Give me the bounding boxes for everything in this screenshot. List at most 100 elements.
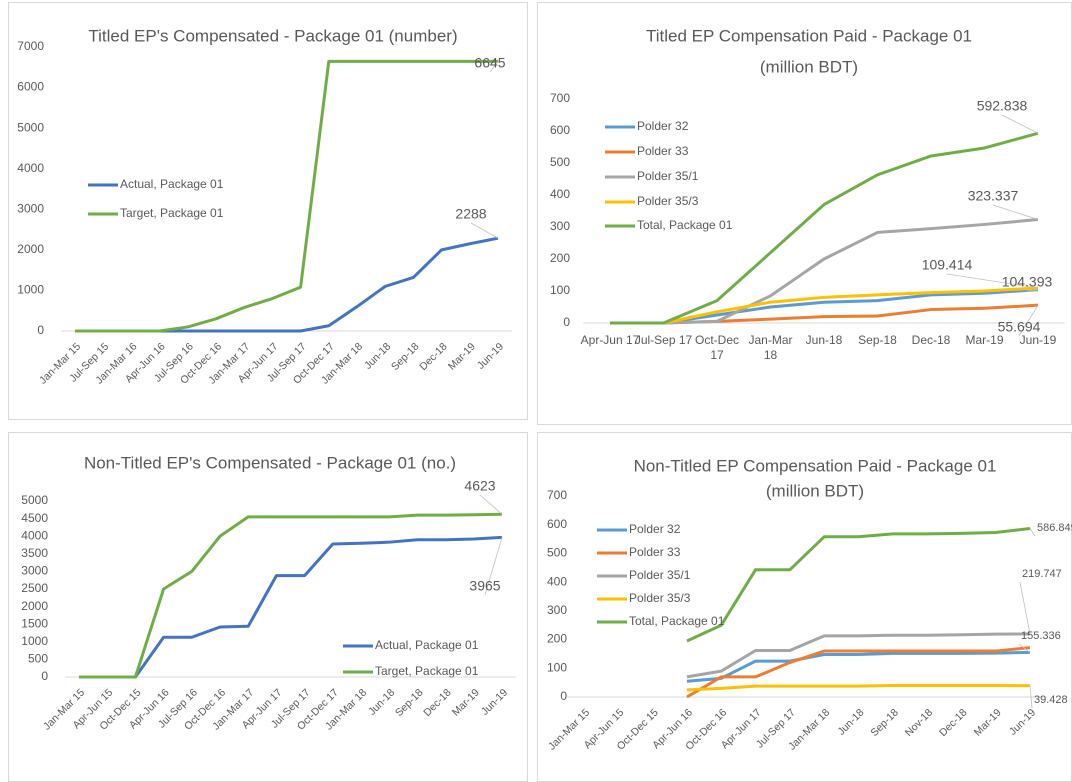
chart: Non-Titled EP's Compensated - Package 01… (8, 432, 528, 782)
chart-frame (8, 2, 528, 420)
legend-label: Actual, Package 01 (375, 638, 479, 652)
x-tick-label: Jun-18 (805, 333, 843, 347)
y-tick-label: 1500 (21, 616, 48, 630)
y-tick-label: 200 (547, 632, 567, 646)
y-tick-label: 4500 (21, 511, 48, 525)
x-tick-label-box: Jun-18 (805, 333, 843, 347)
label-leader (1018, 643, 1031, 653)
y-tick-label: 200 (550, 251, 570, 265)
y-tick-label: 6000 (17, 80, 44, 94)
y-tick-label: 500 (547, 546, 567, 560)
chart: Non-Titled EP Compensation Paid - Packag… (537, 432, 1072, 782)
label-leader (479, 494, 503, 515)
x-tick-label: Sep-18 (858, 333, 897, 347)
data-label: 586.849 (1037, 522, 1072, 534)
y-tick-label: 3000 (17, 201, 44, 215)
chart-frame (537, 2, 1072, 425)
chart-title: Titled EP Compensation Paid - Package 01 (646, 26, 972, 45)
series-line (686, 632, 1031, 679)
legend-label: Polder 35/1 (637, 169, 699, 183)
y-tick-label: 500 (550, 155, 570, 169)
y-tick-label: 1000 (17, 283, 44, 297)
y-tick-label: 0 (563, 315, 570, 329)
y-tick-label: 5000 (17, 120, 44, 134)
data-label: 109.414 (922, 257, 973, 273)
y-tick-label: 700 (550, 91, 570, 105)
y-tick-label: 600 (550, 123, 570, 137)
y-tick-label: 400 (550, 187, 570, 201)
label-leader (489, 61, 499, 73)
legend-label: Total, Package 01 (637, 218, 733, 232)
y-tick-label: 3000 (21, 564, 48, 578)
chart-title: Non-Titled EP's Compensated - Package 01… (84, 453, 456, 472)
y-tick-label: 300 (547, 603, 567, 617)
y-tick-label: 400 (547, 574, 567, 588)
chart-frame (8, 432, 528, 782)
y-tick-label: 600 (547, 517, 567, 531)
chart-title: Titled EP's Compensated - Package 01 (nu… (88, 26, 457, 45)
x-tick-label: Jan-Mar 18 (748, 333, 793, 362)
y-tick-label: 700 (547, 488, 567, 502)
data-label: 219.747 (1022, 568, 1062, 580)
legend-label: Polder 35/3 (629, 591, 691, 605)
y-tick-label: 4000 (21, 528, 48, 542)
y-tick-label: 4000 (17, 161, 44, 175)
y-tick-label: 0 (560, 689, 567, 703)
data-label: 155.336 (1021, 630, 1061, 642)
series-line (686, 684, 1031, 692)
y-tick-label: 1000 (21, 634, 48, 648)
label-leader (1026, 289, 1039, 292)
chart-title: (million BDT) (760, 57, 858, 76)
y-tick-label: 500 (28, 652, 48, 666)
x-tick-label-box: Apr-Jun 17 (580, 333, 640, 347)
y-tick-label: 3500 (21, 546, 48, 560)
data-label: 323.337 (968, 188, 1019, 204)
x-tick-label-box: Jun-19 (1020, 333, 1057, 347)
series-line (79, 512, 503, 679)
legend-label: Polder 33 (629, 545, 681, 559)
legend-label: Polder 35/1 (629, 568, 691, 582)
data-label: 592.838 (977, 98, 1028, 114)
legend-label: Target, Package 01 (120, 206, 224, 220)
data-label: 39.428 (1034, 694, 1068, 706)
data-label: 104.393 (1002, 274, 1053, 290)
x-tick-label-box: Oct-Dec 17 (694, 333, 739, 362)
legend-label: Polder 32 (629, 522, 681, 536)
x-tick-label-box: Sep-18 (858, 333, 897, 347)
y-tick-label: 2500 (21, 581, 48, 595)
y-tick-label: 300 (550, 219, 570, 233)
data-label: 3965 (469, 578, 500, 594)
label-leader (1029, 685, 1033, 709)
x-tick-label-box: Mar-19 (965, 333, 1003, 347)
y-tick-label: 100 (550, 283, 570, 297)
label-leader (1001, 114, 1039, 134)
data-label: 4623 (464, 478, 495, 494)
label-leader (1029, 528, 1036, 537)
x-tick-label: Oct-Dec 17 (694, 333, 739, 362)
series-line (610, 286, 1039, 325)
series-line (610, 218, 1039, 325)
chart: Titled EP's Compensated - Package 01 (nu… (8, 2, 528, 420)
series-line (79, 535, 503, 679)
x-tick-label: Apr-Jun 17 (580, 333, 640, 347)
y-tick-label: 7000 (17, 39, 44, 53)
legend-label: Polder 35/3 (637, 194, 699, 208)
series-line (610, 131, 1039, 325)
chart-title: Non-Titled EP Compensation Paid - Packag… (634, 456, 997, 475)
x-tick-label-box: Jan-Mar 18 (748, 333, 793, 362)
y-tick-label: 0 (41, 669, 48, 683)
legend-label: Polder 32 (637, 119, 689, 133)
label-leader (992, 204, 1039, 220)
series-line (686, 650, 1031, 683)
label-leader (946, 273, 1039, 289)
x-tick-label-box: Dec-18 (912, 333, 951, 347)
legend-label: Target, Package 01 (375, 664, 479, 678)
series-line (75, 59, 498, 333)
y-tick-label: 100 (547, 660, 567, 674)
series-line (686, 527, 1031, 643)
data-label: 6645 (474, 55, 505, 71)
y-tick-label: 2000 (21, 599, 48, 613)
label-leader (1019, 581, 1031, 634)
label-leader (470, 222, 499, 239)
